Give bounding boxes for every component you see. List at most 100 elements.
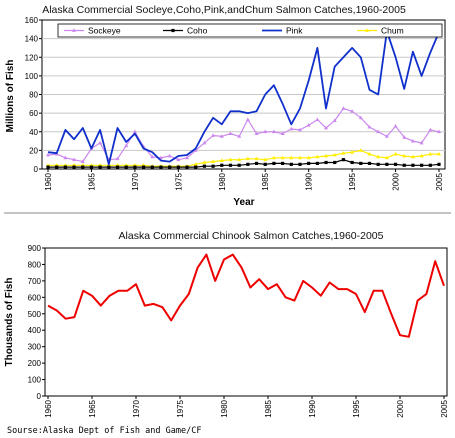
data-point xyxy=(289,162,293,166)
bottom-chart-title: Alaska Commercial Chinook Salmon Catches… xyxy=(119,230,384,242)
bottom-chart: Alaska Commercial Chinook Salmon Catches… xyxy=(4,230,449,418)
x-tick-label: 1995 xyxy=(352,399,361,417)
x-tick-label: 1975 xyxy=(176,399,185,417)
data-point xyxy=(167,153,172,158)
legend-marker xyxy=(171,28,175,33)
y-tick-label: 60 xyxy=(29,109,38,118)
data-point xyxy=(333,160,337,165)
bottom-chart-y-axis-label: Thousands of Fish xyxy=(4,278,15,367)
data-point xyxy=(419,153,424,158)
data-point xyxy=(384,134,389,138)
data-point xyxy=(228,131,233,136)
data-point xyxy=(63,155,68,160)
data-point xyxy=(150,165,154,169)
y-tick-label: 500 xyxy=(28,310,42,319)
data-point xyxy=(202,164,206,168)
x-tick-label: 1970 xyxy=(131,172,140,190)
data-point xyxy=(176,165,180,169)
data-point xyxy=(228,163,233,167)
data-point xyxy=(193,148,198,152)
legend-box xyxy=(57,23,443,38)
top-chart-title: Alaska Commercial Socleye,Coho,Pink,andC… xyxy=(42,4,406,16)
data-point xyxy=(245,117,250,122)
data-point xyxy=(437,151,441,156)
data-point xyxy=(271,155,276,160)
y-tick-label: 300 xyxy=(28,343,42,352)
data-point xyxy=(410,154,415,159)
data-point xyxy=(350,150,355,154)
legend-label-pink: Pink xyxy=(286,26,303,36)
data-point xyxy=(263,129,268,134)
data-point xyxy=(298,162,302,166)
data-point xyxy=(307,161,311,166)
data-point xyxy=(159,165,163,169)
data-point xyxy=(359,161,363,166)
top-chart-x-ticks: 1960 1965 1970 1975 1980 1985 1990 1995 2000 2005 xyxy=(44,169,444,191)
data-point xyxy=(124,143,129,148)
data-point xyxy=(350,109,355,113)
data-point xyxy=(89,165,94,169)
data-point xyxy=(158,155,163,160)
data-point xyxy=(367,124,372,129)
data-point xyxy=(185,155,190,160)
data-point xyxy=(297,155,302,160)
data-point xyxy=(280,155,285,160)
x-tick-label: 1990 xyxy=(305,172,314,190)
data-point xyxy=(55,165,59,169)
y-tick-label: 600 xyxy=(28,293,42,302)
top-chart-y-ticks: 0 20 40 60 80 100 120 140 160 xyxy=(25,16,42,174)
data-point xyxy=(245,156,250,161)
y-tick-label: 100 xyxy=(25,72,39,81)
data-point xyxy=(376,162,380,166)
data-point xyxy=(358,148,363,152)
data-point xyxy=(263,162,267,166)
data-point xyxy=(393,123,398,128)
data-point xyxy=(332,118,337,122)
data-point xyxy=(289,126,294,131)
data-point xyxy=(332,152,337,157)
data-point xyxy=(219,158,224,163)
legend-label-sockeye: Sockeye xyxy=(88,26,121,36)
x-tick-label: 2000 xyxy=(392,172,401,190)
data-point xyxy=(341,150,346,155)
x-tick-label: 1985 xyxy=(264,399,273,417)
y-tick-label: 800 xyxy=(28,260,42,269)
data-point xyxy=(306,123,311,127)
data-point xyxy=(107,165,111,169)
data-point xyxy=(81,165,85,169)
data-point xyxy=(141,165,146,169)
data-point xyxy=(72,157,77,162)
data-point xyxy=(410,138,415,143)
y-tick-label: 80 xyxy=(29,91,38,100)
data-point xyxy=(72,165,76,169)
data-point xyxy=(194,165,198,169)
data-point xyxy=(115,156,120,161)
data-point xyxy=(358,115,363,120)
data-point xyxy=(315,161,319,166)
data-point xyxy=(402,153,407,158)
data-point xyxy=(280,131,285,136)
x-tick-label: 1980 xyxy=(220,399,229,417)
data-point xyxy=(393,151,398,156)
series-line-chum xyxy=(48,149,439,167)
x-tick-label: 1965 xyxy=(88,399,97,417)
x-tick-label: 1960 xyxy=(44,172,53,190)
data-point xyxy=(281,161,285,166)
data-point xyxy=(237,163,241,167)
data-point xyxy=(246,162,250,166)
data-point xyxy=(211,133,216,137)
data-point xyxy=(402,163,406,167)
data-point xyxy=(254,161,259,166)
top-chart-series-lines xyxy=(46,30,441,169)
legend-marker xyxy=(365,28,369,32)
top-chart-legend: Sockeye Coho Pink Chum xyxy=(57,23,443,38)
data-point xyxy=(80,159,85,163)
data-point xyxy=(132,129,137,134)
data-point xyxy=(420,163,424,167)
bottom-chart-series-lines xyxy=(47,253,445,338)
data-point xyxy=(324,125,329,130)
y-tick-label: 40 xyxy=(29,128,38,137)
data-point xyxy=(124,165,128,169)
data-point xyxy=(211,164,215,168)
data-point xyxy=(228,157,233,162)
